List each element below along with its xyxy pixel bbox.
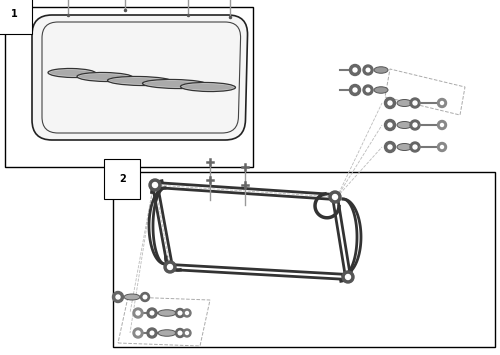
Circle shape	[332, 195, 338, 200]
Circle shape	[413, 123, 417, 127]
Circle shape	[140, 293, 149, 301]
Ellipse shape	[397, 143, 412, 151]
Circle shape	[363, 65, 373, 75]
Circle shape	[178, 311, 182, 315]
Ellipse shape	[77, 72, 133, 82]
Ellipse shape	[144, 81, 206, 87]
Circle shape	[133, 308, 143, 318]
Circle shape	[186, 332, 188, 334]
Circle shape	[147, 308, 157, 318]
Circle shape	[353, 88, 357, 92]
Circle shape	[147, 328, 157, 338]
Bar	[113, 172, 495, 347]
Ellipse shape	[374, 67, 388, 73]
Circle shape	[413, 145, 417, 149]
Circle shape	[350, 84, 360, 95]
Circle shape	[133, 328, 143, 338]
Circle shape	[388, 101, 392, 105]
Circle shape	[136, 311, 140, 315]
Circle shape	[346, 274, 350, 279]
Circle shape	[366, 68, 370, 72]
Circle shape	[116, 295, 120, 299]
Ellipse shape	[110, 78, 170, 84]
Ellipse shape	[374, 87, 388, 93]
Bar	[5, 7, 253, 167]
Circle shape	[366, 88, 370, 92]
Circle shape	[353, 68, 357, 72]
Circle shape	[183, 329, 191, 337]
Circle shape	[329, 191, 341, 203]
Circle shape	[384, 120, 396, 131]
Ellipse shape	[124, 294, 140, 300]
Ellipse shape	[397, 121, 412, 129]
Circle shape	[149, 179, 161, 191]
Circle shape	[152, 182, 158, 187]
Circle shape	[440, 146, 444, 148]
Ellipse shape	[79, 74, 131, 80]
Circle shape	[410, 120, 420, 130]
Circle shape	[342, 271, 354, 283]
Circle shape	[410, 142, 420, 152]
Ellipse shape	[180, 82, 236, 92]
Circle shape	[183, 309, 191, 317]
Ellipse shape	[158, 310, 176, 316]
Ellipse shape	[397, 99, 412, 106]
Circle shape	[388, 123, 392, 127]
Circle shape	[164, 261, 176, 273]
Circle shape	[176, 328, 184, 338]
Text: 2: 2	[119, 174, 126, 184]
Circle shape	[388, 145, 392, 149]
Circle shape	[438, 98, 446, 108]
Circle shape	[350, 65, 360, 76]
Ellipse shape	[158, 330, 176, 336]
Circle shape	[413, 101, 417, 105]
Circle shape	[176, 308, 184, 317]
Circle shape	[410, 98, 420, 108]
Circle shape	[112, 291, 124, 302]
Circle shape	[178, 331, 182, 335]
Text: 1: 1	[11, 9, 18, 19]
PathPatch shape	[32, 15, 248, 140]
Circle shape	[440, 102, 444, 104]
Circle shape	[143, 295, 147, 299]
Circle shape	[363, 85, 373, 95]
Circle shape	[438, 142, 446, 152]
Ellipse shape	[108, 76, 172, 86]
Circle shape	[438, 120, 446, 130]
Circle shape	[384, 142, 396, 153]
Ellipse shape	[182, 84, 234, 90]
Ellipse shape	[48, 69, 96, 77]
Circle shape	[384, 98, 396, 109]
Ellipse shape	[50, 70, 94, 76]
Circle shape	[136, 331, 140, 335]
Circle shape	[168, 264, 172, 269]
Ellipse shape	[142, 80, 208, 88]
Circle shape	[186, 311, 188, 315]
Circle shape	[440, 124, 444, 126]
Circle shape	[150, 331, 154, 335]
Circle shape	[150, 311, 154, 315]
